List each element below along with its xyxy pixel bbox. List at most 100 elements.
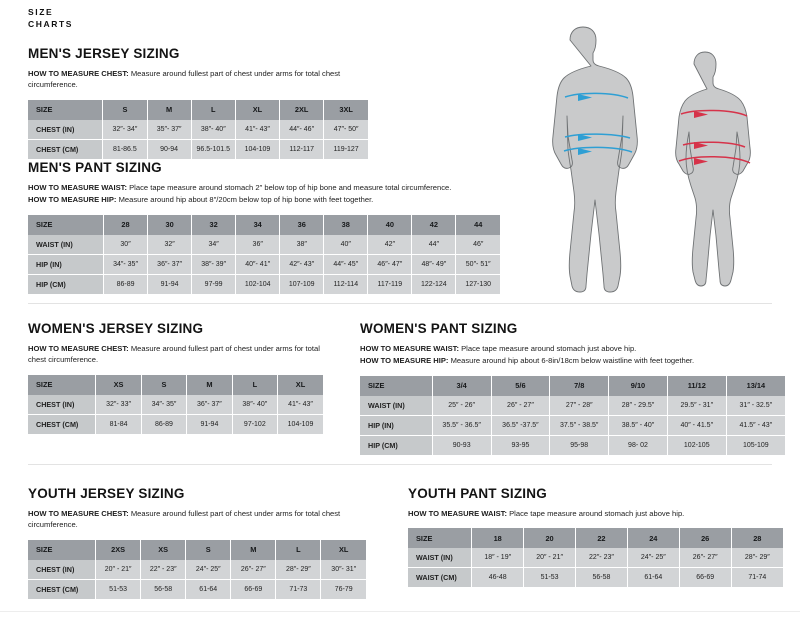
table-row: CHEST (IN) 32″- 33″ 34″- 35″ 36″- 37″ 38″- 4… — [28, 394, 323, 415]
column-header: 18 — [471, 528, 525, 549]
table-header-row: SIZE 18 20 22 24 26 28 — [408, 528, 783, 549]
table-cell: 51-53 — [95, 579, 142, 599]
section-men-jersey: MEN'S JERSEY SIZING HOW TO MEASURE CHEST:… — [28, 46, 368, 159]
table-cell: 42″ — [367, 234, 413, 255]
table-cell: 38″- 40″ — [232, 394, 279, 415]
measure-instruction-label: HOW TO MEASURE WAIST: — [28, 183, 127, 192]
measure-instruction-label: HOW TO MEASURE CHEST: — [28, 344, 129, 353]
row-header: WAIST (CM) — [408, 567, 473, 588]
table-cell: 27″ - 28″ — [549, 395, 610, 416]
table-cell: 47″- 50″ — [323, 119, 368, 140]
table-cell: 38″ — [279, 234, 325, 255]
column-header: 24 — [627, 528, 680, 549]
table-cell: 26″- 27″ — [679, 548, 732, 569]
section-men-pant: MEN'S PANT SIZING HOW TO MEASURE WAIST: P… — [28, 160, 500, 294]
measure-instruction-label: HOW TO MEASURE WAIST: — [408, 509, 507, 518]
column-header: S — [185, 539, 232, 560]
column-header: S — [141, 374, 188, 395]
table-cell: 28″ - 29.5″ — [608, 395, 668, 416]
table-cell: 30″- 31″ — [320, 559, 366, 580]
table-cell: 112-117 — [279, 139, 325, 159]
table-cell: 46-48 — [471, 567, 525, 588]
table-row: HIP (IN) 35.5″ - 36.5″ 36.5″ -37.5″ 37.5″ -… — [360, 415, 785, 436]
column-header: XL — [235, 99, 281, 120]
female-body-figure — [675, 51, 751, 287]
column-header: 40 — [367, 214, 413, 235]
column-header: XS — [140, 539, 187, 560]
table-cell: 44″ — [411, 234, 457, 255]
measure-instruction-label: HOW TO MEASURE WAIST: — [360, 344, 459, 353]
table-cell: 32″- 33″ — [95, 394, 142, 415]
table-cell: 102-105 — [667, 435, 727, 455]
size-table: SIZE 28 30 32 34 36 38 40 42 44 WAIST (IN) 30″ 32″ 34… — [28, 214, 500, 294]
row-header: CHEST (IN) — [28, 559, 97, 580]
column-header: 3/4 — [432, 375, 492, 396]
column-header: 30 — [147, 214, 193, 235]
table-cell: 97-99 — [191, 274, 237, 294]
table-cell: 71-73 — [275, 579, 322, 599]
column-header: 2XS — [95, 539, 142, 560]
table-cell: 56-58 — [140, 579, 187, 599]
table-cell: 29.5″ - 31″ — [667, 395, 727, 416]
table-header-row: SIZE 3/4 5/6 7/8 9/10 11/12 13/14 — [360, 375, 785, 396]
column-header: S — [102, 99, 148, 120]
column-header: SIZE — [408, 528, 473, 549]
table-cell: 31″ - 32.5″ — [726, 395, 785, 416]
column-header: 13/14 — [726, 375, 785, 396]
measure-instruction-text: Measure around hip about 6-8in/18cm belo… — [448, 356, 695, 366]
size-table: SIZE 2XS XS S M L XL CHEST (IN) 20″ - 21″ 22″ - 2… — [28, 539, 366, 599]
table-cell: 117-119 — [367, 274, 413, 294]
section-youth-jersey: YOUTH JERSEY SIZING HOW TO MEASURE CHEST:… — [28, 486, 366, 599]
table-cell: 36.5″ -37.5″ — [491, 415, 551, 436]
column-header: 11/12 — [667, 375, 727, 396]
table-cell: 24″- 25″ — [627, 548, 680, 569]
table-cell: 40″ - 41.5″ — [667, 415, 727, 436]
column-header: 32 — [191, 214, 237, 235]
table-cell: 24″- 25″ — [185, 559, 232, 580]
column-header: SIZE — [28, 539, 97, 560]
table-cell: 30″ — [103, 234, 149, 255]
table-cell: 38″- 40″ — [191, 119, 236, 140]
table-cell: 35″- 37″ — [147, 119, 192, 140]
table-cell: 28″- 29″ — [275, 559, 322, 580]
size-table: SIZE 3/4 5/6 7/8 9/10 11/12 13/14 WAIST (IN) 25″… — [360, 375, 785, 455]
column-header: SIZE — [360, 375, 433, 396]
column-header: 20 — [523, 528, 576, 549]
measure-instruction: HOW TO MEASURE CHEST: Measure around ful… — [28, 68, 368, 91]
table-cell: 91-94 — [186, 414, 233, 434]
table-cell: 38.5″ - 40″ — [608, 415, 668, 436]
measure-instruction: HOW TO MEASURE WAIST: Place tape measure… — [28, 182, 500, 193]
table-cell: 107-109 — [279, 274, 325, 294]
column-header: 38 — [323, 214, 369, 235]
table-cell: 18″ - 19″ — [471, 548, 525, 569]
column-header: 7/8 — [549, 375, 610, 396]
table-row: CHEST (IN) 20″ - 21″ 22″ - 23″ 24″- 25″ 26″-… — [28, 559, 366, 580]
table-cell: 66-69 — [230, 579, 277, 599]
measure-instruction-label: HOW TO MEASURE CHEST: — [28, 509, 129, 518]
section-divider — [28, 303, 772, 304]
measure-instruction-text: Measure around fullest part of chest und… — [28, 344, 320, 365]
table-cell: 104-109 — [235, 139, 281, 159]
row-header: HIP (CM) — [28, 274, 105, 294]
table-cell: 122-124 — [411, 274, 457, 294]
table-cell: 37.5″ - 38.5″ — [549, 415, 610, 436]
row-header: HIP (CM) — [360, 435, 433, 455]
measure-instruction-text: Place tape measure around stomach 2″ bel… — [127, 183, 452, 192]
table-cell: 71-74 — [731, 567, 783, 588]
table-row: CHEST (CM) 81-86.5 90-94 96.5-101.5 104-109 1… — [28, 139, 368, 159]
table-header-row: SIZE S M L XL 2XL 3XL — [28, 99, 368, 120]
column-header: 28 — [731, 528, 783, 549]
table-cell: 38″- 39″ — [191, 254, 237, 275]
table-cell: 41.5″ - 43″ — [726, 415, 785, 436]
table-cell: 98- 02 — [608, 435, 668, 455]
table-cell: 41″- 43″ — [235, 119, 281, 140]
column-header: L — [191, 99, 236, 120]
table-row: HIP (CM) 86-89 91-94 97-99 102-104 107-109 112… — [28, 274, 500, 294]
table-cell: 28″- 29″ — [731, 548, 783, 569]
column-header: 34 — [235, 214, 281, 235]
section-title: WOMEN'S PANT SIZING — [360, 321, 518, 336]
column-header: XS — [95, 374, 142, 395]
column-header: SIZE — [28, 214, 105, 235]
column-header: L — [275, 539, 322, 560]
